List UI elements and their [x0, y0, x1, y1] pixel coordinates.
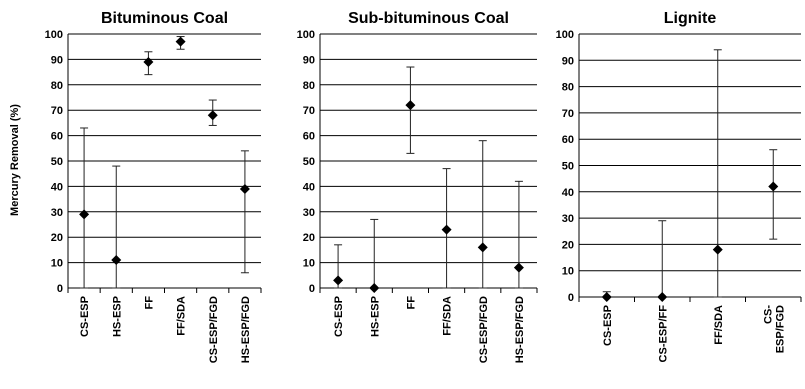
y-tick-label: 50	[562, 161, 574, 173]
x-category-label: HS-ESP/FGD	[514, 296, 526, 363]
data-point	[333, 275, 344, 286]
y-tick-label: 70	[303, 105, 315, 117]
chart-bituminous-coal: Bituminous Coal 0 10 20 30 40 50 60 70 80 90 100 CS-…	[45, 10, 262, 363]
data-point	[175, 36, 186, 47]
y-tick-label: 30	[562, 213, 574, 225]
y-tick-label: 60	[562, 134, 574, 146]
data-point	[111, 255, 122, 266]
x-category-label: HS-ESP/FGD	[240, 296, 252, 363]
chart-lignite: Lignite 0 10 20 30 40 50 60 70 80 90 100 CS-ESP CS-ES…	[556, 10, 802, 363]
y-tick-label: 100	[297, 29, 315, 41]
y-tick-label: 30	[303, 207, 315, 219]
data-point	[768, 181, 779, 192]
y-tick-label: 90	[303, 54, 315, 66]
y-tick-label: 80	[51, 80, 63, 92]
y-tick-label: 80	[562, 82, 574, 94]
x-category-label: HS-ESP	[369, 296, 381, 337]
y-tick-label: 100	[45, 29, 63, 41]
y-tick-label: 60	[303, 131, 315, 143]
x-category-label: FF/SDA	[176, 296, 188, 336]
data-point	[513, 262, 524, 273]
y-tick-label: 10	[51, 258, 63, 270]
data-point	[79, 209, 90, 220]
y-tick-label: 50	[51, 156, 63, 168]
x-category-label: CS-ESP/FGD	[208, 296, 220, 363]
x-category-label: FF	[143, 296, 155, 310]
data-point	[369, 283, 380, 293]
y-tick-label: 70	[562, 108, 574, 120]
y-tick-label: 70	[51, 105, 63, 117]
y-tick-label: 20	[51, 232, 63, 244]
x-category-label: CS-ESP/FGD	[478, 296, 490, 363]
data-point	[601, 292, 612, 302]
chart-title: Bituminous Coal	[101, 10, 228, 27]
data-point	[441, 224, 452, 235]
y-tick-label: 0	[309, 283, 315, 295]
x-category-label: FF	[405, 296, 417, 310]
x-category-label: HS-ESP	[111, 296, 123, 337]
y-tick-label: 20	[303, 232, 315, 244]
y-tick-label: 40	[562, 187, 574, 199]
y-axis-label: Mercury Removal (%)	[9, 104, 21, 216]
y-tick-label: 10	[562, 266, 574, 278]
y-tick-label: 100	[556, 29, 574, 41]
y-tick-label: 50	[303, 156, 315, 168]
y-tick-label: 90	[51, 54, 63, 66]
x-category-label: FF/SDA	[442, 296, 454, 336]
data-point	[143, 56, 154, 67]
x-category-label: CS-ESP	[333, 296, 345, 337]
x-category-label: CS-	[762, 305, 774, 324]
y-tick-label: 90	[562, 55, 574, 67]
x-category-label: FF/SDA	[713, 305, 725, 345]
y-tick-label: 0	[57, 283, 63, 295]
y-tick-label: 0	[568, 292, 574, 304]
data-point	[207, 110, 218, 121]
data-point	[405, 100, 416, 111]
y-tick-label: 80	[303, 80, 315, 92]
y-tick-label: 40	[51, 181, 63, 193]
data-point	[712, 244, 723, 255]
chart-title: Lignite	[664, 10, 717, 27]
data-point	[239, 183, 250, 194]
chart-title: Sub-bituminous Coal	[348, 10, 509, 27]
data-point	[477, 242, 488, 253]
y-tick-label: 10	[303, 258, 315, 270]
y-tick-label: 30	[51, 207, 63, 219]
chart-sub-bituminous-coal: Sub-bituminous Coal 0 10 20 30 40 50 60 70 80 90 10…	[297, 10, 538, 363]
y-tick-label: 60	[51, 131, 63, 143]
x-category-label: ESP/FGD	[774, 305, 786, 353]
x-category-label: CS-ESP	[79, 296, 91, 337]
x-category-label: CS-ESP	[602, 305, 614, 346]
x-category-label: CS-ESP/FF	[657, 305, 669, 363]
data-point	[657, 292, 668, 302]
y-tick-label: 40	[303, 181, 315, 193]
y-tick-label: 20	[562, 239, 574, 251]
